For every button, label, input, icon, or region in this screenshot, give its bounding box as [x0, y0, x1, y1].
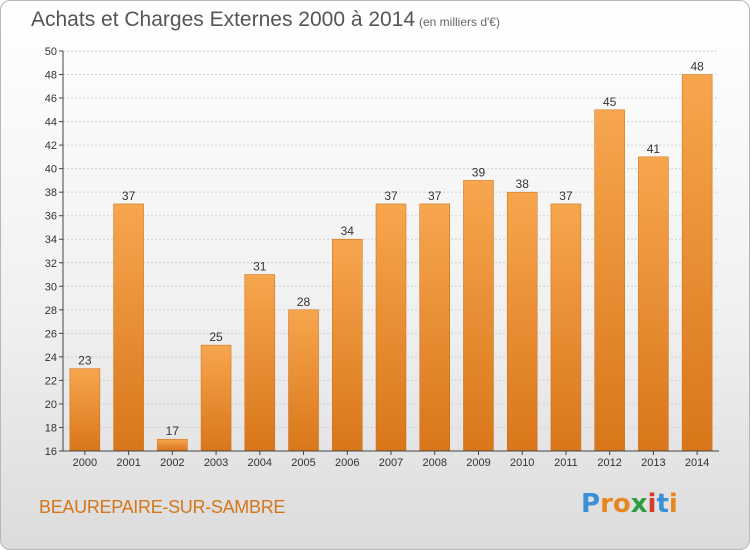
x-tick-label: 2000 — [73, 457, 97, 469]
data-label: 38 — [516, 177, 530, 191]
y-tick-label: 42 — [45, 140, 57, 152]
data-label: 34 — [341, 224, 355, 238]
data-label: 41 — [647, 142, 661, 156]
logo-letter: o — [612, 489, 631, 519]
bar — [244, 274, 276, 452]
bar — [375, 203, 407, 452]
x-tick-label: 2001 — [116, 457, 140, 469]
y-tick-label: 32 — [45, 258, 57, 270]
bar — [332, 238, 363, 452]
bar — [506, 191, 538, 452]
x-tick-label: 2014 — [685, 457, 709, 469]
bar — [113, 203, 144, 452]
bars — [69, 74, 713, 452]
x-tick-label: 2007 — [379, 457, 403, 469]
bar — [69, 368, 101, 452]
x-tick-label: 2004 — [248, 457, 272, 469]
data-label: 37 — [122, 189, 136, 203]
x-tick-label: 2011 — [554, 457, 578, 469]
y-tick-label: 36 — [45, 211, 57, 223]
data-label: 31 — [253, 260, 267, 274]
data-label: 23 — [78, 354, 92, 368]
bar — [463, 180, 494, 452]
logo-letter: r — [600, 489, 613, 519]
logo-letter: x — [630, 489, 648, 519]
x-tick-label: 2013 — [641, 457, 665, 469]
y-tick-label: 46 — [45, 93, 57, 105]
logo-letter: i — [668, 489, 678, 519]
y-tick-label: 18 — [45, 422, 57, 434]
y-tick-label: 50 — [45, 46, 57, 58]
y-tick-label: 40 — [45, 164, 57, 176]
chart-title: Achats et Charges Externes 2000 à 2014 — [31, 8, 416, 31]
data-label: 25 — [209, 330, 223, 344]
y-tick-label: 22 — [45, 375, 57, 387]
data-label: 17 — [166, 424, 180, 438]
data-label: 28 — [297, 295, 311, 309]
x-tick-label: 2009 — [466, 457, 490, 469]
bar — [681, 74, 713, 452]
y-tick-label: 34 — [45, 234, 57, 246]
bar — [288, 309, 319, 452]
x-tick-label: 2008 — [422, 457, 446, 469]
y-tick-label: 28 — [45, 305, 57, 317]
proxiti-logo: Proxiti — [581, 489, 678, 519]
data-label: 48 — [690, 60, 704, 74]
data-label: 37 — [559, 189, 573, 203]
y-tick-label: 44 — [45, 117, 57, 129]
axes: 16 18 20 22 24 26 28 30 32 34 36 38 40 42 44 46 48 50 2000… — [45, 46, 719, 469]
data-label: 39 — [472, 165, 486, 179]
bar — [157, 438, 188, 452]
logo-letter: i — [647, 489, 657, 519]
data-labels: 23 37 17 25 31 28 34 37 37 39 38 37 45 41 48 — [78, 60, 704, 439]
bar — [594, 109, 625, 452]
location-name: BEAUREPAIRE-SUR-SAMBRE — [39, 497, 286, 517]
y-tick-label: 20 — [45, 399, 57, 411]
data-label: 37 — [428, 189, 442, 203]
chart-subtitle: (en milliers d'€) — [419, 15, 500, 29]
y-tick-label: 24 — [45, 352, 57, 364]
bar — [419, 203, 450, 452]
logo-letter: t — [656, 489, 669, 519]
y-tick-label: 30 — [45, 281, 57, 293]
bar — [200, 344, 232, 452]
y-tick-label: 26 — [45, 328, 57, 340]
data-label: 37 — [384, 189, 398, 203]
y-tick-label: 48 — [45, 70, 57, 82]
x-tick-label: 2002 — [160, 457, 184, 469]
x-tick-label: 2006 — [335, 457, 359, 469]
x-tick-label: 2010 — [510, 457, 534, 469]
data-label: 45 — [603, 95, 617, 109]
bar — [638, 156, 669, 452]
y-tick-label: 16 — [45, 446, 57, 458]
x-tick-label: 2012 — [597, 457, 621, 469]
logo-letter: P — [581, 489, 601, 519]
x-tick-label: 2005 — [291, 457, 315, 469]
bar — [550, 203, 582, 452]
x-tick-label: 2003 — [204, 457, 228, 469]
y-tick-label: 38 — [45, 187, 57, 199]
